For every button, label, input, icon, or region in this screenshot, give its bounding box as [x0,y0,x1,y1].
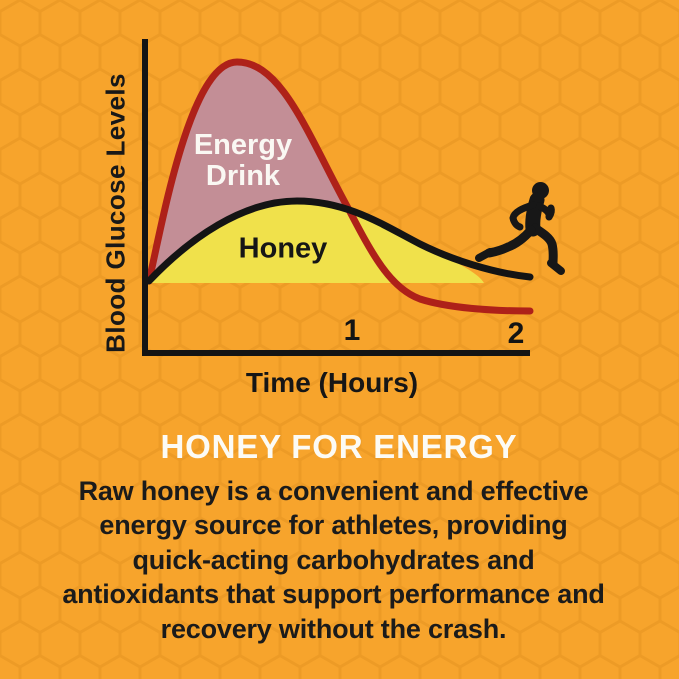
body-line: recovery without the crash. [160,613,507,644]
body-line: Raw honey is a convenient and effective [78,476,589,506]
honey-label: Honey [238,232,328,265]
x-tick-1: 1 [343,314,361,347]
runner-icon [475,182,565,275]
headline: HONEY FOR ENERGY [160,428,518,465]
body-line: energy source for athletes, providing [99,510,568,541]
x-axis-label: Time (Hours) [245,367,419,398]
runner-rear-leg [484,225,536,258]
runner-front-leg [530,223,558,268]
body-line: antioxidants that support performance an… [62,579,605,610]
energy-drink-curve [145,58,534,315]
energy-drink-label: Energy Drink [193,129,293,192]
body-line: quick-acting carbohydrates and [132,544,535,575]
runner-front-arm [535,202,555,221]
y-axis-label: Blood Glucose Levels [100,73,131,353]
runner-front-shoe [547,259,565,275]
honey-area [149,201,484,283]
honey-curve [145,197,534,285]
x-tick-2: 2 [507,317,525,350]
runner-rear-shoe [475,248,494,262]
body-text: Raw honey is a convenient and effective … [0,474,673,646]
runner-rear-arm [509,201,537,231]
